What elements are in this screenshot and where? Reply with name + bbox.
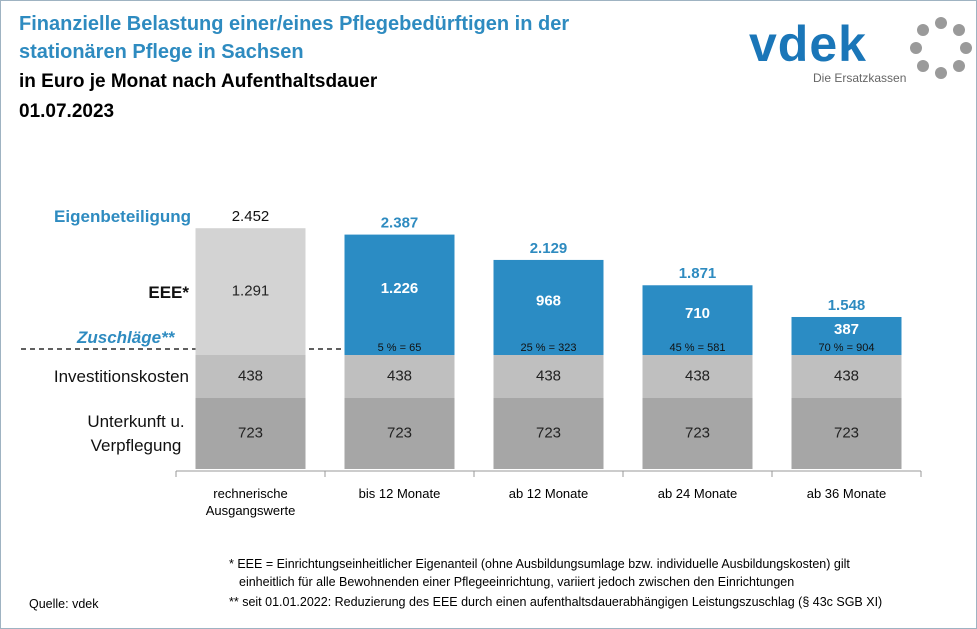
x-tick-label: rechnerische Ausgangswerte bbox=[205, 486, 296, 518]
surcharge-label: 5 % = 65 bbox=[378, 342, 422, 354]
bar-segment bbox=[344, 234, 455, 355]
bar-segment bbox=[344, 354, 455, 399]
bar-segment bbox=[791, 316, 902, 355]
subtitle-line: in Euro je Monat nach Aufenthaltsdauer bbox=[19, 71, 378, 92]
series-label: Investitionskosten bbox=[53, 367, 189, 387]
segment-label: 710 bbox=[685, 305, 710, 322]
segment-label: 723 bbox=[238, 424, 263, 441]
bar-segment bbox=[642, 285, 753, 355]
bar-segment bbox=[195, 354, 306, 399]
segment-label: 438 bbox=[387, 367, 412, 384]
segment-label: 723 bbox=[685, 424, 710, 441]
segment-label: 723 bbox=[536, 424, 561, 441]
surcharge-label: 25 % = 323 bbox=[521, 342, 577, 354]
logo-icon bbox=[910, 17, 972, 79]
bar-segment bbox=[195, 398, 306, 469]
x-tick-label: bis 12 Monate bbox=[358, 486, 441, 501]
logo-text: vdek bbox=[749, 16, 867, 72]
series-label: EEE* bbox=[148, 282, 189, 302]
title-line: Finanzielle Belastung einer/eines Pflege… bbox=[19, 13, 570, 35]
bar-segment bbox=[195, 228, 306, 355]
bar-segment bbox=[791, 354, 902, 399]
bar-segment bbox=[344, 398, 455, 469]
segment-label: 968 bbox=[536, 292, 561, 309]
bar-segment bbox=[791, 398, 902, 469]
segment-label: 1.291 bbox=[232, 283, 270, 300]
footnote: einheitlich für alle Bewohnenden einer P… bbox=[239, 575, 795, 589]
subtitle-line: 01.07.2023 bbox=[19, 101, 115, 122]
total-name: Eigenbeteiligung bbox=[54, 207, 191, 227]
total-label: 2.129 bbox=[530, 240, 568, 257]
x-tick-label: ab 12 Monate bbox=[508, 486, 589, 501]
source: Quelle: vdek bbox=[29, 597, 99, 611]
surcharge-label: 45 % = 581 bbox=[670, 342, 726, 354]
total-label: 1.871 bbox=[679, 265, 717, 282]
segment-label: 723 bbox=[834, 424, 859, 441]
total-label: 1.548 bbox=[828, 297, 866, 314]
segment-label: 387 bbox=[834, 321, 859, 338]
segment-label: 723 bbox=[387, 424, 412, 441]
logo-tagline: Die Ersatzkassen bbox=[813, 71, 907, 85]
bar-segment bbox=[642, 398, 753, 469]
x-tick-label: ab 36 Monate bbox=[806, 486, 887, 501]
segment-label: 438 bbox=[536, 367, 561, 384]
bar-segment bbox=[642, 354, 753, 399]
title-line: stationären Pflege in Sachsen bbox=[19, 41, 304, 63]
segment-label: 438 bbox=[834, 367, 859, 384]
footnote: ** seit 01.01.2022: Reduzierung des EEE … bbox=[229, 595, 883, 609]
segment-label: 438 bbox=[238, 367, 263, 384]
footnote: * EEE = Einrichtungseinheitlicher Eigena… bbox=[229, 557, 850, 571]
surcharge-label: 70 % = 904 bbox=[819, 342, 875, 354]
x-tick-label: ab 24 Monate bbox=[657, 486, 738, 501]
total-label: 2.387 bbox=[381, 215, 419, 232]
bar-segment bbox=[493, 354, 604, 399]
bar-segment bbox=[493, 398, 604, 469]
total-label: 2.452 bbox=[232, 208, 270, 225]
surcharge-name: Zuschläge** bbox=[77, 327, 175, 347]
segment-label: 1.226 bbox=[381, 280, 419, 297]
series-label: Unterkunft u. Verpflegung bbox=[87, 411, 185, 455]
bar-segment bbox=[493, 259, 604, 355]
segment-label: 438 bbox=[685, 367, 710, 384]
